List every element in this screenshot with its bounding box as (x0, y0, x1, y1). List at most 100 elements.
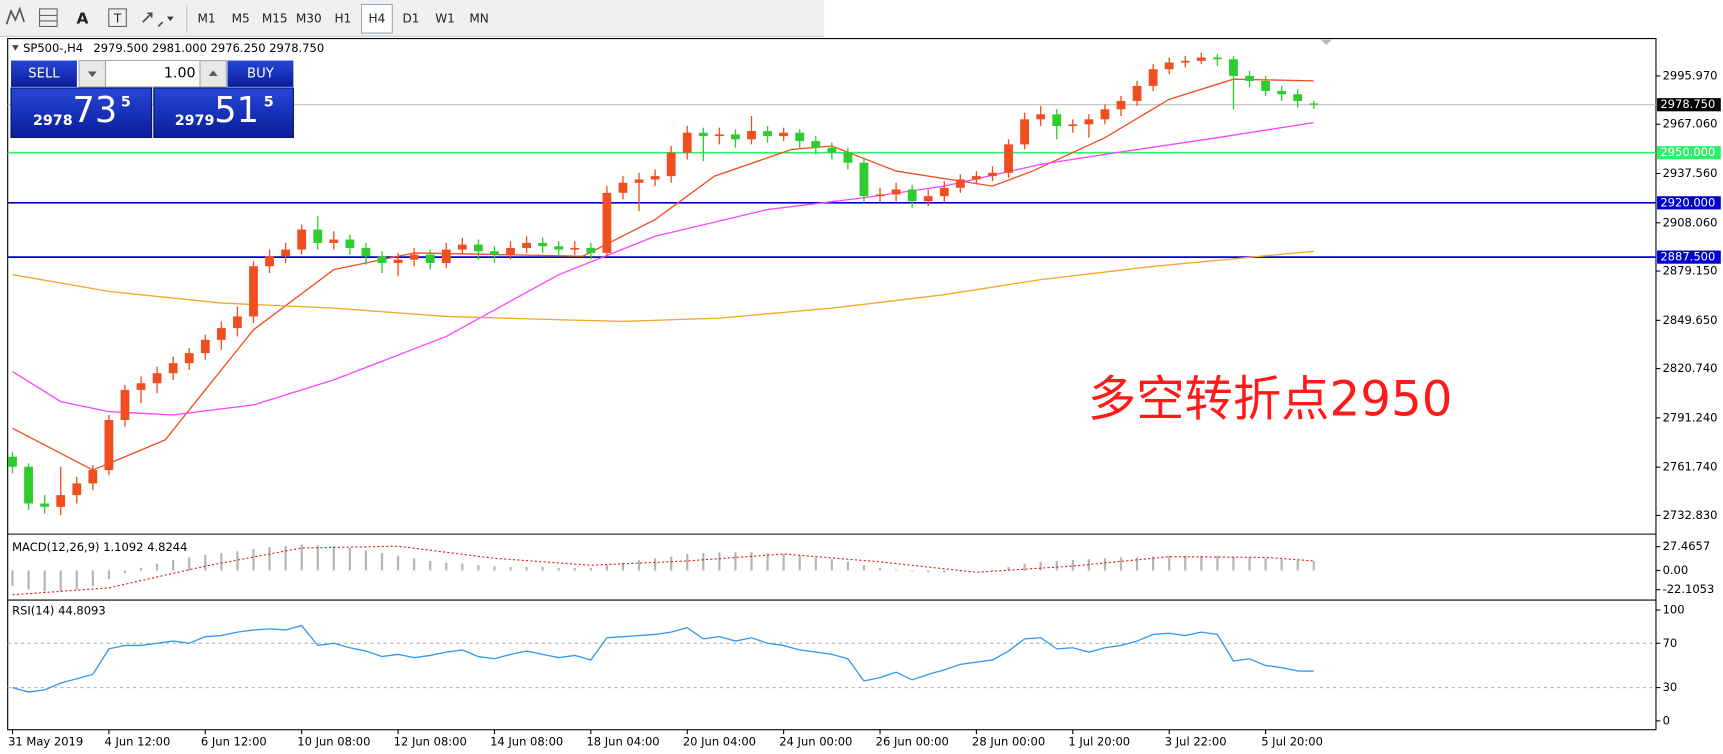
timeframe-button[interactable]: MN (469, 11, 488, 25)
buy-label[interactable]: BUY (247, 67, 275, 82)
candle-body (1068, 124, 1078, 127)
indicator-title: RSI(14) 44.8093 (12, 604, 106, 618)
candle-body (377, 256, 387, 263)
level-label-box (1657, 250, 1721, 264)
candle-body (1180, 60, 1190, 63)
candle-body (506, 247, 515, 255)
candle-body (474, 244, 483, 252)
candle-body (1277, 90, 1287, 95)
rsi-line (12, 624, 1314, 693)
svg-text:T: T (113, 11, 122, 25)
sell-fraction: 5 (121, 94, 131, 110)
timeframe-button[interactable]: D1 (402, 11, 419, 25)
buy-button[interactable] (227, 60, 294, 87)
candle-body (843, 152, 853, 163)
text-label-icon[interactable]: T (108, 8, 127, 28)
y-tick-label: 30 (1663, 680, 1678, 694)
x-tick-label: 18 Jun 04:00 (586, 734, 659, 748)
sell-big-figure: 2978 (33, 113, 73, 129)
candle-body (1100, 109, 1110, 120)
x-tick-label: 31 May 2019 (8, 734, 83, 748)
candle-body (602, 192, 612, 253)
period-separator-icon[interactable] (39, 8, 58, 28)
candle-body (779, 132, 789, 137)
candle-body (329, 239, 339, 243)
candle-body (1020, 119, 1030, 145)
y-tick-label: 2967.060 (1663, 117, 1718, 131)
candle-body (216, 328, 226, 340)
timeframe-button[interactable]: H4 (369, 11, 386, 25)
y-tick-label: 2879.150 (1663, 264, 1718, 278)
candle-body (233, 316, 242, 329)
candle-body (297, 229, 307, 250)
candle-body (40, 503, 50, 507)
candle-body (104, 419, 114, 471)
timeframe-button[interactable]: M30 (296, 11, 322, 25)
buy-price-box[interactable] (153, 87, 294, 138)
plot-layer: 2995.970 2967.060 2937.560 2908.060 2879.150… (7, 52, 1721, 748)
lots-value[interactable]: 1.00 (164, 66, 196, 82)
x-tick-label: 6 Jun 12:00 (201, 734, 267, 748)
level-label-box (1657, 146, 1721, 160)
candle-body (586, 247, 596, 253)
sell-button[interactable] (10, 60, 77, 87)
sell-price-box[interactable] (10, 87, 153, 138)
candle-body (570, 247, 580, 250)
timeframe-group: M1 M5 M15 M30 H1 H4 D1 W1 MN (198, 3, 489, 34)
current-price-box (1657, 98, 1721, 112)
candle-body (763, 131, 772, 137)
candle-body (650, 176, 660, 180)
candle-body (859, 162, 869, 197)
candle-body (827, 147, 837, 153)
candle-body (1261, 80, 1270, 91)
lots-down-arrow (87, 71, 97, 78)
candle-body (698, 132, 708, 137)
x-tick-label: 20 Jun 04:00 (683, 734, 756, 748)
y-tick-label: 2995.970 (1663, 68, 1718, 82)
sell-pips: 73 (73, 90, 118, 131)
candle-body (361, 247, 371, 257)
y-tick-label: 2820.740 (1663, 361, 1718, 375)
timeframe-button[interactable]: W1 (435, 11, 455, 25)
timeframe-button[interactable]: M15 (262, 11, 288, 25)
x-tick-label: 1 Jul 20:00 (1068, 734, 1130, 748)
arrows-icon[interactable] (142, 12, 174, 28)
candle-body (1148, 69, 1158, 86)
shift-marker (1320, 39, 1332, 46)
candle-body (249, 266, 258, 317)
candle-body (409, 254, 419, 260)
timeframe-button[interactable]: H1 (334, 11, 351, 25)
moving-average (12, 250, 1314, 323)
candle-body (281, 249, 291, 257)
candle-body (955, 179, 965, 188)
sell-label[interactable]: SELL (28, 67, 60, 82)
y-tick-label: 2732.830 (1663, 508, 1718, 522)
level-label: 2950.000 (1660, 145, 1715, 159)
candle-body (393, 259, 403, 263)
text-tool[interactable]: A (76, 9, 88, 27)
candle-body (24, 466, 33, 504)
timeframe-button[interactable]: M1 (198, 11, 216, 25)
candle-body (522, 242, 531, 248)
symbol-icon (12, 45, 19, 51)
x-tick-label: 3 Jul 22:00 (1165, 734, 1227, 748)
candle-body (88, 470, 98, 484)
y-tick-label: 27.4657 (1663, 539, 1711, 553)
candle-body (907, 189, 917, 202)
candle-body (811, 141, 821, 148)
candle-body (891, 189, 901, 195)
candle-body (441, 249, 451, 263)
chart-tool-icon[interactable] (5, 6, 25, 25)
x-tick-label: 10 Jun 08:00 (297, 734, 370, 748)
candle-body (923, 196, 933, 202)
candle-body (682, 132, 692, 153)
y-tick-label: 2761.740 (1663, 460, 1718, 474)
buy-pips: 51 (214, 90, 259, 131)
candle-body (1004, 144, 1013, 173)
timeframe-active (360, 3, 393, 34)
y-tick-label: 0 (1663, 713, 1670, 727)
candle-body (168, 363, 178, 374)
y-tick-label: 0.00 (1663, 563, 1689, 577)
timeframe-button[interactable]: M5 (232, 11, 250, 25)
